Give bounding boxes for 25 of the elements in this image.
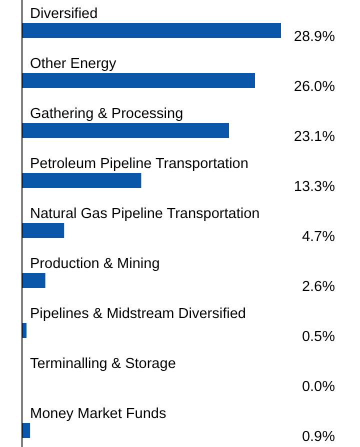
bar [22,273,46,288]
bar [22,423,30,438]
y-tick-label: Pipelines & Midstream Diversified [30,306,246,322]
bar [22,223,64,238]
data-label: 0.5% [302,329,336,345]
y-tick-label: Money Market Funds [30,406,166,422]
y-tick-label: Natural Gas Pipeline Transportation [30,206,260,222]
y-tick-label: Production & Mining [30,256,160,272]
bar [22,73,256,88]
y-tick-label: Gathering & Processing [30,106,184,122]
y-tick-label: Terminalling & Storage [30,356,176,372]
y-tick-label: Petroleum Pipeline Transportation [30,156,248,172]
data-label: 13.3% [294,179,336,195]
y-tick-label: Other Energy [30,56,117,72]
data-label: 0.9% [302,429,336,445]
bar [22,173,142,188]
data-label: 0.0% [302,379,336,395]
y-tick-label: Diversified [30,6,98,22]
bar [22,123,230,138]
data-label: 26.0% [294,79,336,95]
data-label: 23.1% [294,129,336,145]
data-label: 4.7% [302,229,336,245]
data-label: 2.6% [302,279,336,295]
bar [22,23,281,38]
data-label: 28.9% [294,29,336,45]
